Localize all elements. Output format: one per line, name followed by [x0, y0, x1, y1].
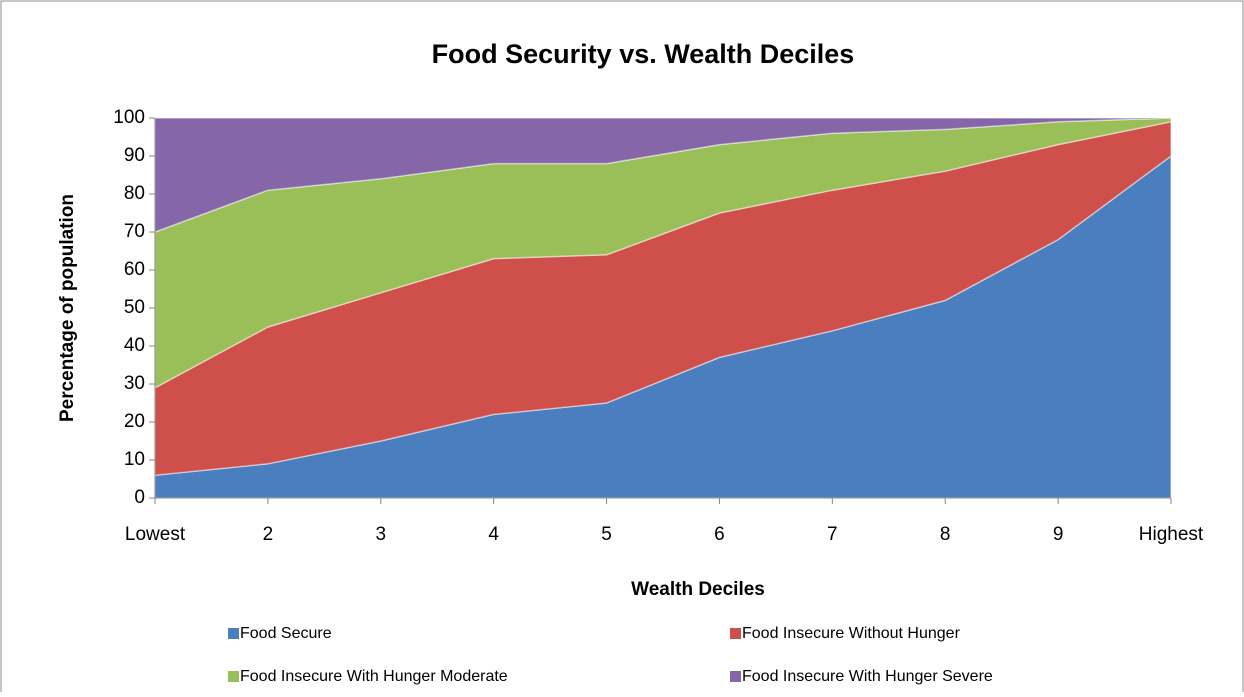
legend-label: Food Secure: [240, 625, 332, 642]
y-tick-label: 90: [124, 145, 145, 166]
x-tick-label: 3: [375, 524, 386, 545]
area: [154, 120, 1172, 477]
y-tick-label: 50: [124, 297, 145, 318]
y-tick-label: 60: [124, 259, 145, 280]
y-tick-label: 40: [124, 335, 145, 356]
y-tick-label: 80: [124, 183, 145, 204]
legend-swatch: [228, 671, 239, 682]
x-tick-label: 4: [488, 524, 499, 545]
x-tick-label: 7: [827, 524, 838, 545]
legend-swatch: [730, 671, 741, 682]
y-tick-label: 100: [113, 107, 145, 128]
x-tick-label: Highest: [1139, 524, 1204, 545]
legend-swatch: [730, 628, 741, 639]
x-tick-label: 9: [1053, 524, 1064, 545]
x-axis-title: Wealth Deciles: [631, 579, 765, 600]
legend-label: Food Insecure With Hunger Severe: [742, 668, 993, 685]
y-tick-label: 70: [124, 221, 145, 242]
x-tick-label: 6: [714, 524, 725, 545]
y-tick-label: 20: [124, 411, 145, 432]
x-tick-label: 5: [601, 524, 612, 545]
x-tick-label: 8: [940, 524, 951, 545]
area: [154, 117, 1172, 234]
legend-label: Food Insecure Without Hunger: [742, 625, 961, 642]
x-tick-label: Lowest: [125, 524, 186, 545]
chart-title: Food Security vs. Wealth Deciles: [432, 39, 855, 69]
legend-swatch: [228, 628, 239, 639]
x-tick-label: 2: [263, 524, 274, 545]
y-tick-label: 10: [124, 449, 145, 470]
y-axis-title: Percentage of population: [57, 194, 78, 422]
y-tick-label: 30: [124, 373, 145, 394]
y-tick-label: 0: [134, 487, 145, 508]
legend-label: Food Insecure With Hunger Moderate: [240, 668, 508, 685]
